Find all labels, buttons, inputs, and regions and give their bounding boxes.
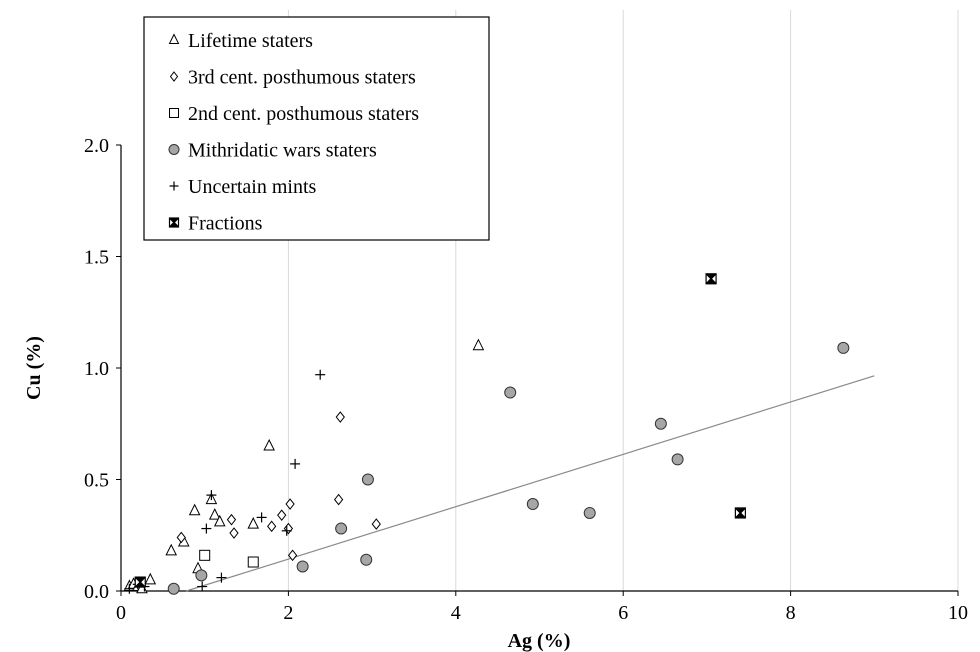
legend-marker-diamond <box>169 71 179 82</box>
legend-label: Mithridatic wars staters <box>188 140 377 162</box>
y-tick-label: 0.0 <box>84 581 109 603</box>
data-point-circle <box>335 522 348 535</box>
data-point-crossed-square <box>734 507 746 519</box>
data-point-circle <box>654 417 667 430</box>
data-point-circle <box>195 569 208 582</box>
x-tick-label: 0 <box>116 602 126 624</box>
x-tick-label: 10 <box>948 602 968 624</box>
x-tick-label: 8 <box>786 602 796 624</box>
data-point-triangle <box>263 438 275 451</box>
legend-marker-triangle <box>168 33 180 44</box>
data-point-triangle <box>144 572 157 585</box>
data-point-plus <box>206 490 217 501</box>
y-axis-label: Cu (%) <box>23 336 45 400</box>
data-point-circle <box>360 553 373 566</box>
data-point-diamond <box>287 549 298 562</box>
data-point-plus <box>197 581 208 592</box>
legend-marker-plus <box>169 181 179 191</box>
data-point-diamond <box>335 411 345 423</box>
legend-marker-square <box>169 108 179 118</box>
data-point-plus <box>216 572 227 583</box>
tick-labels: 0 2 4 6 8 10 0.0 0.5 1.0 1.5 2.0 <box>84 135 968 624</box>
x-tick-label: 2 <box>283 602 293 624</box>
legend-label: 2nd cent. posthumous staters <box>188 103 419 125</box>
data-point-triangle <box>208 508 221 520</box>
data-point-triangle <box>247 516 260 529</box>
axes <box>116 144 959 596</box>
legend-marker-crossed-square <box>168 217 180 228</box>
legend-label: 3rd cent. posthumous staters <box>188 67 416 89</box>
data-point-circle <box>361 473 374 486</box>
legend-label: Lifetime staters <box>188 30 313 52</box>
data-point-square <box>199 549 211 561</box>
y-tick-label: 2.0 <box>84 135 109 157</box>
data-point-diamond <box>277 509 287 521</box>
data-point-triangle <box>213 514 226 527</box>
data-point-diamond <box>229 527 239 539</box>
data-point-circle <box>583 506 596 519</box>
y-tick-label: 1.5 <box>84 247 109 269</box>
data-point-plus <box>290 458 301 469</box>
data-point-circle <box>504 386 517 399</box>
data-point-diamond <box>283 522 294 535</box>
data-points <box>123 273 850 595</box>
data-point-triangle <box>165 543 178 556</box>
data-point-circle <box>671 453 684 466</box>
legend-label: Fractions <box>188 213 263 235</box>
data-point-square <box>247 556 259 568</box>
data-point-diamond <box>333 493 344 506</box>
data-point-diamond <box>226 513 237 526</box>
x-tick-label: 6 <box>618 602 628 624</box>
data-point-diamond <box>371 518 381 530</box>
data-point-circle <box>167 582 180 595</box>
data-point-circle <box>296 560 309 573</box>
data-point-crossed-square <box>134 576 146 588</box>
data-point-circle <box>526 498 539 511</box>
legend-frame <box>143 16 490 241</box>
data-point-plus <box>201 523 212 534</box>
y-tick-label: 1.0 <box>84 358 109 380</box>
data-point-diamond <box>285 498 295 510</box>
data-point-triangle <box>188 503 201 516</box>
data-point-plus <box>256 512 267 523</box>
data-point-diamond <box>267 520 277 533</box>
y-tick-label: 0.5 <box>84 470 109 492</box>
data-point-diamond <box>176 531 186 544</box>
legend-marker-circle <box>168 144 180 155</box>
data-point-plus <box>281 525 292 536</box>
data-point-crossed-square <box>705 273 717 285</box>
data-point-circle <box>837 341 850 354</box>
x-tick-label: 4 <box>451 602 461 624</box>
data-point-triangle <box>472 338 485 351</box>
legend-label: Uncertain mints <box>188 176 317 198</box>
data-point-plus <box>315 369 326 380</box>
x-axis-label: Ag (%) <box>508 630 571 652</box>
data-point-plus <box>124 583 135 594</box>
trend-line <box>186 375 875 592</box>
legend: Lifetime staters 3rd cent. posthumous sta… <box>143 16 490 241</box>
